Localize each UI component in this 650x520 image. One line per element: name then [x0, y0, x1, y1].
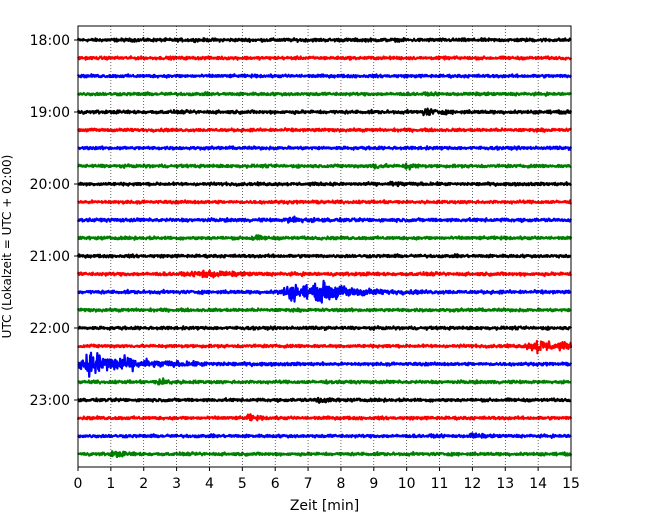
- trace-line: [76, 307, 572, 313]
- trace-line: [76, 413, 573, 422]
- x-tick-label: 6: [271, 476, 280, 492]
- trace-line: [77, 377, 572, 386]
- x-tick-label: 9: [369, 476, 378, 492]
- trace-line: [76, 215, 573, 224]
- x-axis-label: Zeit [min]: [290, 498, 359, 514]
- x-tick-label: 13: [496, 476, 514, 492]
- y-axis-label: UTC (Lokalzeit = UTC + 02:00): [0, 155, 14, 339]
- trace-line: [77, 145, 573, 151]
- trace-line: [76, 107, 573, 117]
- x-tick-label: 11: [431, 476, 449, 492]
- x-tick-label: 0: [74, 476, 83, 492]
- y-axis: 18:00 19:00 20:00 21:00 22:00 23:00: [30, 33, 78, 409]
- y-tick-label: 22:00: [30, 321, 70, 337]
- y-tick-label: 18:00: [30, 33, 70, 49]
- y-tick-label: 20:00: [30, 177, 70, 193]
- trace-line: [77, 199, 573, 205]
- x-tick-label: 7: [304, 476, 313, 492]
- x-tick-label: 10: [398, 476, 416, 492]
- trace-line: [77, 162, 572, 171]
- trace-line: [77, 432, 572, 439]
- trace-line: [77, 234, 573, 241]
- trace-group: [76, 37, 573, 459]
- x-tick-label: 2: [139, 476, 148, 492]
- trace-line: [77, 396, 572, 404]
- trace-line: [77, 325, 573, 331]
- trace-line: [77, 180, 573, 188]
- x-tick-label: 15: [562, 476, 580, 492]
- x-axis: 0 1 2 3 4 5 6 7 8 9 10 11 12 13 14 15: [74, 467, 580, 492]
- x-tick-label: 3: [172, 476, 181, 492]
- plot-frame: [77, 25, 572, 468]
- y-tick-label: 21:00: [30, 249, 70, 265]
- x-tick-label: 14: [529, 476, 547, 492]
- x-tick-label: 4: [205, 476, 214, 492]
- trace-line: [76, 269, 573, 279]
- trace-line: [77, 339, 573, 355]
- x-tick-label: 12: [463, 476, 481, 492]
- trace-line: [76, 55, 573, 61]
- x-tick-label: 5: [238, 476, 247, 492]
- trace-line: [76, 127, 573, 133]
- trace-line: [77, 351, 573, 378]
- trace-line: [76, 91, 573, 97]
- trace-line: [76, 37, 572, 44]
- trace-line: [77, 279, 572, 304]
- trace-line: [76, 253, 572, 259]
- trace-line: [77, 450, 573, 459]
- y-tick-label: 23:00: [30, 393, 70, 409]
- trace-line: [76, 73, 572, 79]
- x-tick-label: 1: [106, 476, 115, 492]
- x-tick-label: 8: [336, 476, 345, 492]
- y-tick-label: 19:00: [30, 105, 70, 121]
